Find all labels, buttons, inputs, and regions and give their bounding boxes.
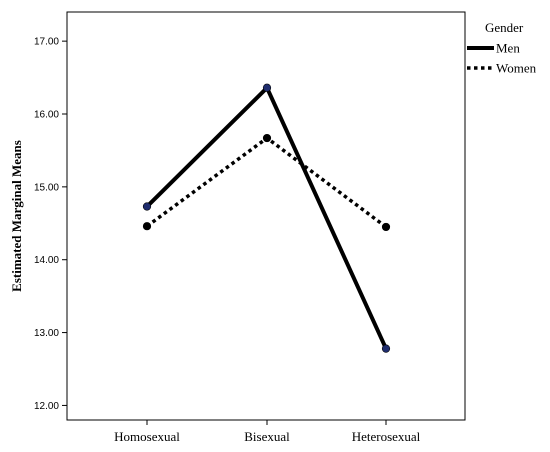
y-tick-label: 12.00 bbox=[34, 401, 59, 412]
data-point-men bbox=[142, 202, 152, 211]
data-point-men bbox=[381, 344, 391, 353]
plot-frame bbox=[66, 11, 466, 421]
legend: Gender Men Women bbox=[467, 20, 537, 76]
y-tick-label: 16.00 bbox=[34, 110, 59, 121]
data-point-women bbox=[381, 222, 391, 232]
data-point-women bbox=[262, 133, 272, 143]
y-axis-title: Estimated Marginal Means bbox=[9, 140, 24, 292]
x-axis: Homosexual Bisexual Heterosexual bbox=[114, 420, 421, 444]
y-axis: 12.00 13.00 14.00 15.00 16.00 17.00 bbox=[34, 37, 67, 412]
y-tick-label: 17.00 bbox=[34, 37, 59, 48]
data-point-women bbox=[142, 222, 152, 231]
series-layer bbox=[142, 83, 391, 353]
x-tick-label: Bisexual bbox=[244, 429, 290, 444]
legend-label-men: Men bbox=[496, 41, 520, 56]
x-tick-label: Homosexual bbox=[114, 429, 180, 444]
y-tick-label: 14.00 bbox=[34, 255, 59, 266]
data-point-men bbox=[262, 83, 272, 92]
legend-label-women: Women bbox=[496, 61, 537, 76]
y-tick-label: 13.00 bbox=[34, 328, 59, 339]
x-tick-label: Heterosexual bbox=[352, 429, 421, 444]
legend-title: Gender bbox=[485, 20, 524, 35]
y-tick-label: 15.00 bbox=[34, 182, 59, 193]
